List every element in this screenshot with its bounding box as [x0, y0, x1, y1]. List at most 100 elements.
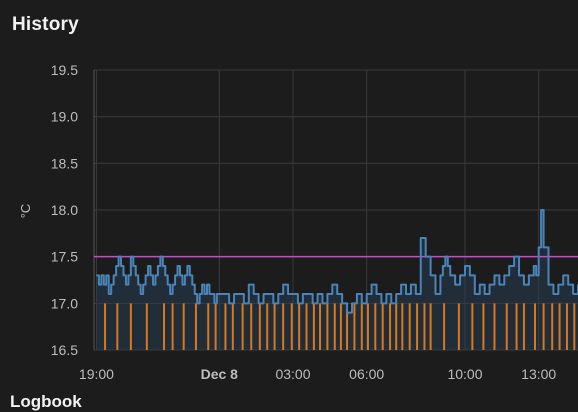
temperature-point	[159, 256, 161, 258]
temperature-point	[547, 284, 550, 286]
temperature-point	[181, 284, 184, 286]
temperature-point	[528, 274, 530, 276]
temperature-point	[410, 284, 412, 286]
temperature-point	[356, 293, 358, 295]
x-tick-label: 19:00	[79, 366, 114, 382]
temperature-point	[98, 284, 100, 286]
temperature-point	[149, 274, 152, 276]
temperature-point	[523, 284, 525, 286]
x-tick-label: Dec 8	[201, 366, 239, 382]
temperature-point	[137, 284, 139, 286]
heating-bars	[104, 303, 576, 350]
temperature-point	[267, 293, 270, 295]
temperature-point	[127, 274, 129, 276]
temperature-point	[157, 265, 159, 267]
temperature-point	[380, 302, 383, 304]
y-tick-label: 19.5	[51, 62, 78, 78]
temperature-point	[110, 284, 112, 286]
temperature-point	[216, 293, 218, 295]
temperature-point	[493, 274, 496, 276]
temperature-point	[108, 293, 110, 295]
temperature-point	[464, 265, 466, 267]
temperature-point	[95, 274, 98, 276]
temperature-point	[434, 293, 437, 295]
temperature-point	[203, 293, 206, 295]
card-title: History	[12, 14, 79, 35]
temperature-point	[375, 293, 378, 295]
temperature-point	[122, 274, 125, 276]
temperature-point	[346, 312, 348, 314]
temperature-point	[113, 274, 115, 276]
y-tick-label: 16.5	[51, 342, 78, 358]
temperature-point	[557, 284, 559, 286]
x-tick-label: 03:00	[275, 366, 310, 382]
temperature-point	[420, 237, 422, 239]
temperature-area-fill	[96, 210, 578, 350]
temperature-series-line	[96, 209, 578, 314]
temperature-point	[415, 293, 417, 295]
temperature-point	[498, 284, 500, 286]
temperature-point	[211, 293, 213, 295]
temperature-point	[562, 274, 564, 276]
temperature-point	[115, 265, 117, 267]
temperature-point	[248, 284, 250, 286]
temperature-point	[144, 274, 147, 276]
temperature-point	[336, 293, 338, 295]
temperature-point	[518, 274, 520, 276]
temperature-point	[135, 274, 137, 276]
temperature-point	[206, 284, 208, 286]
temperature-point	[331, 284, 333, 286]
temperature-point	[105, 274, 107, 276]
temperature-point	[508, 265, 510, 267]
temperature-point	[302, 293, 304, 295]
temperature-point	[535, 274, 537, 276]
y-tick-label: 17.5	[51, 249, 78, 265]
temperature-point	[218, 293, 220, 295]
temperature-point	[321, 302, 324, 304]
temperature-point	[147, 265, 149, 267]
temperature-point	[444, 256, 446, 258]
temperature-point	[272, 302, 274, 304]
temperature-point	[199, 293, 201, 295]
temperature-point	[292, 293, 294, 295]
y-axis-ticks: 19.5 19.0 18.5 18.0 17.5 17.0 16.5	[51, 62, 78, 358]
temperature-point	[186, 265, 188, 267]
temperature-point	[213, 302, 215, 304]
temperature-point	[238, 293, 240, 295]
temperature-point	[400, 284, 402, 286]
temperature-point	[488, 284, 491, 286]
history-chart[interactable]: 19.5 19.0 18.5 18.0 17.5 17.0 16.5 19:00 Dec 8 0…	[0, 0, 578, 401]
temperature-point	[130, 256, 132, 258]
temperature-point	[103, 284, 105, 286]
temperature-point	[262, 293, 265, 295]
temperature-point	[282, 284, 284, 286]
x-tick-label: 06:00	[349, 366, 384, 382]
temperature-point	[174, 274, 176, 276]
y-tick-label: 17.0	[51, 295, 78, 311]
temperature-point	[326, 293, 329, 295]
temperature-point	[439, 274, 442, 276]
logbook-section-title: Logbook	[10, 392, 82, 411]
y-tick-label: 19.0	[51, 109, 78, 125]
temperature-point	[351, 302, 353, 304]
temperature-point	[184, 274, 186, 276]
temperature-point	[474, 293, 476, 295]
temperature-point	[479, 284, 481, 286]
temperature-point	[371, 284, 373, 286]
temperature-point	[312, 302, 314, 304]
temperature-point	[201, 284, 203, 286]
temperature-point	[228, 302, 230, 304]
temperature-point	[117, 256, 120, 258]
temperature-point	[196, 302, 198, 304]
temperature-point	[469, 274, 471, 276]
temperature-point	[167, 284, 169, 286]
temperature-point	[484, 293, 486, 295]
temperature-point	[567, 284, 569, 286]
temperature-point	[297, 302, 299, 304]
temperature-point	[233, 293, 235, 295]
temperature-point	[341, 302, 343, 304]
temperature-point	[194, 293, 196, 295]
x-tick-label: 10:00	[447, 366, 482, 382]
temperature-point	[169, 293, 171, 295]
x-tick-label: 13:00	[521, 366, 556, 382]
